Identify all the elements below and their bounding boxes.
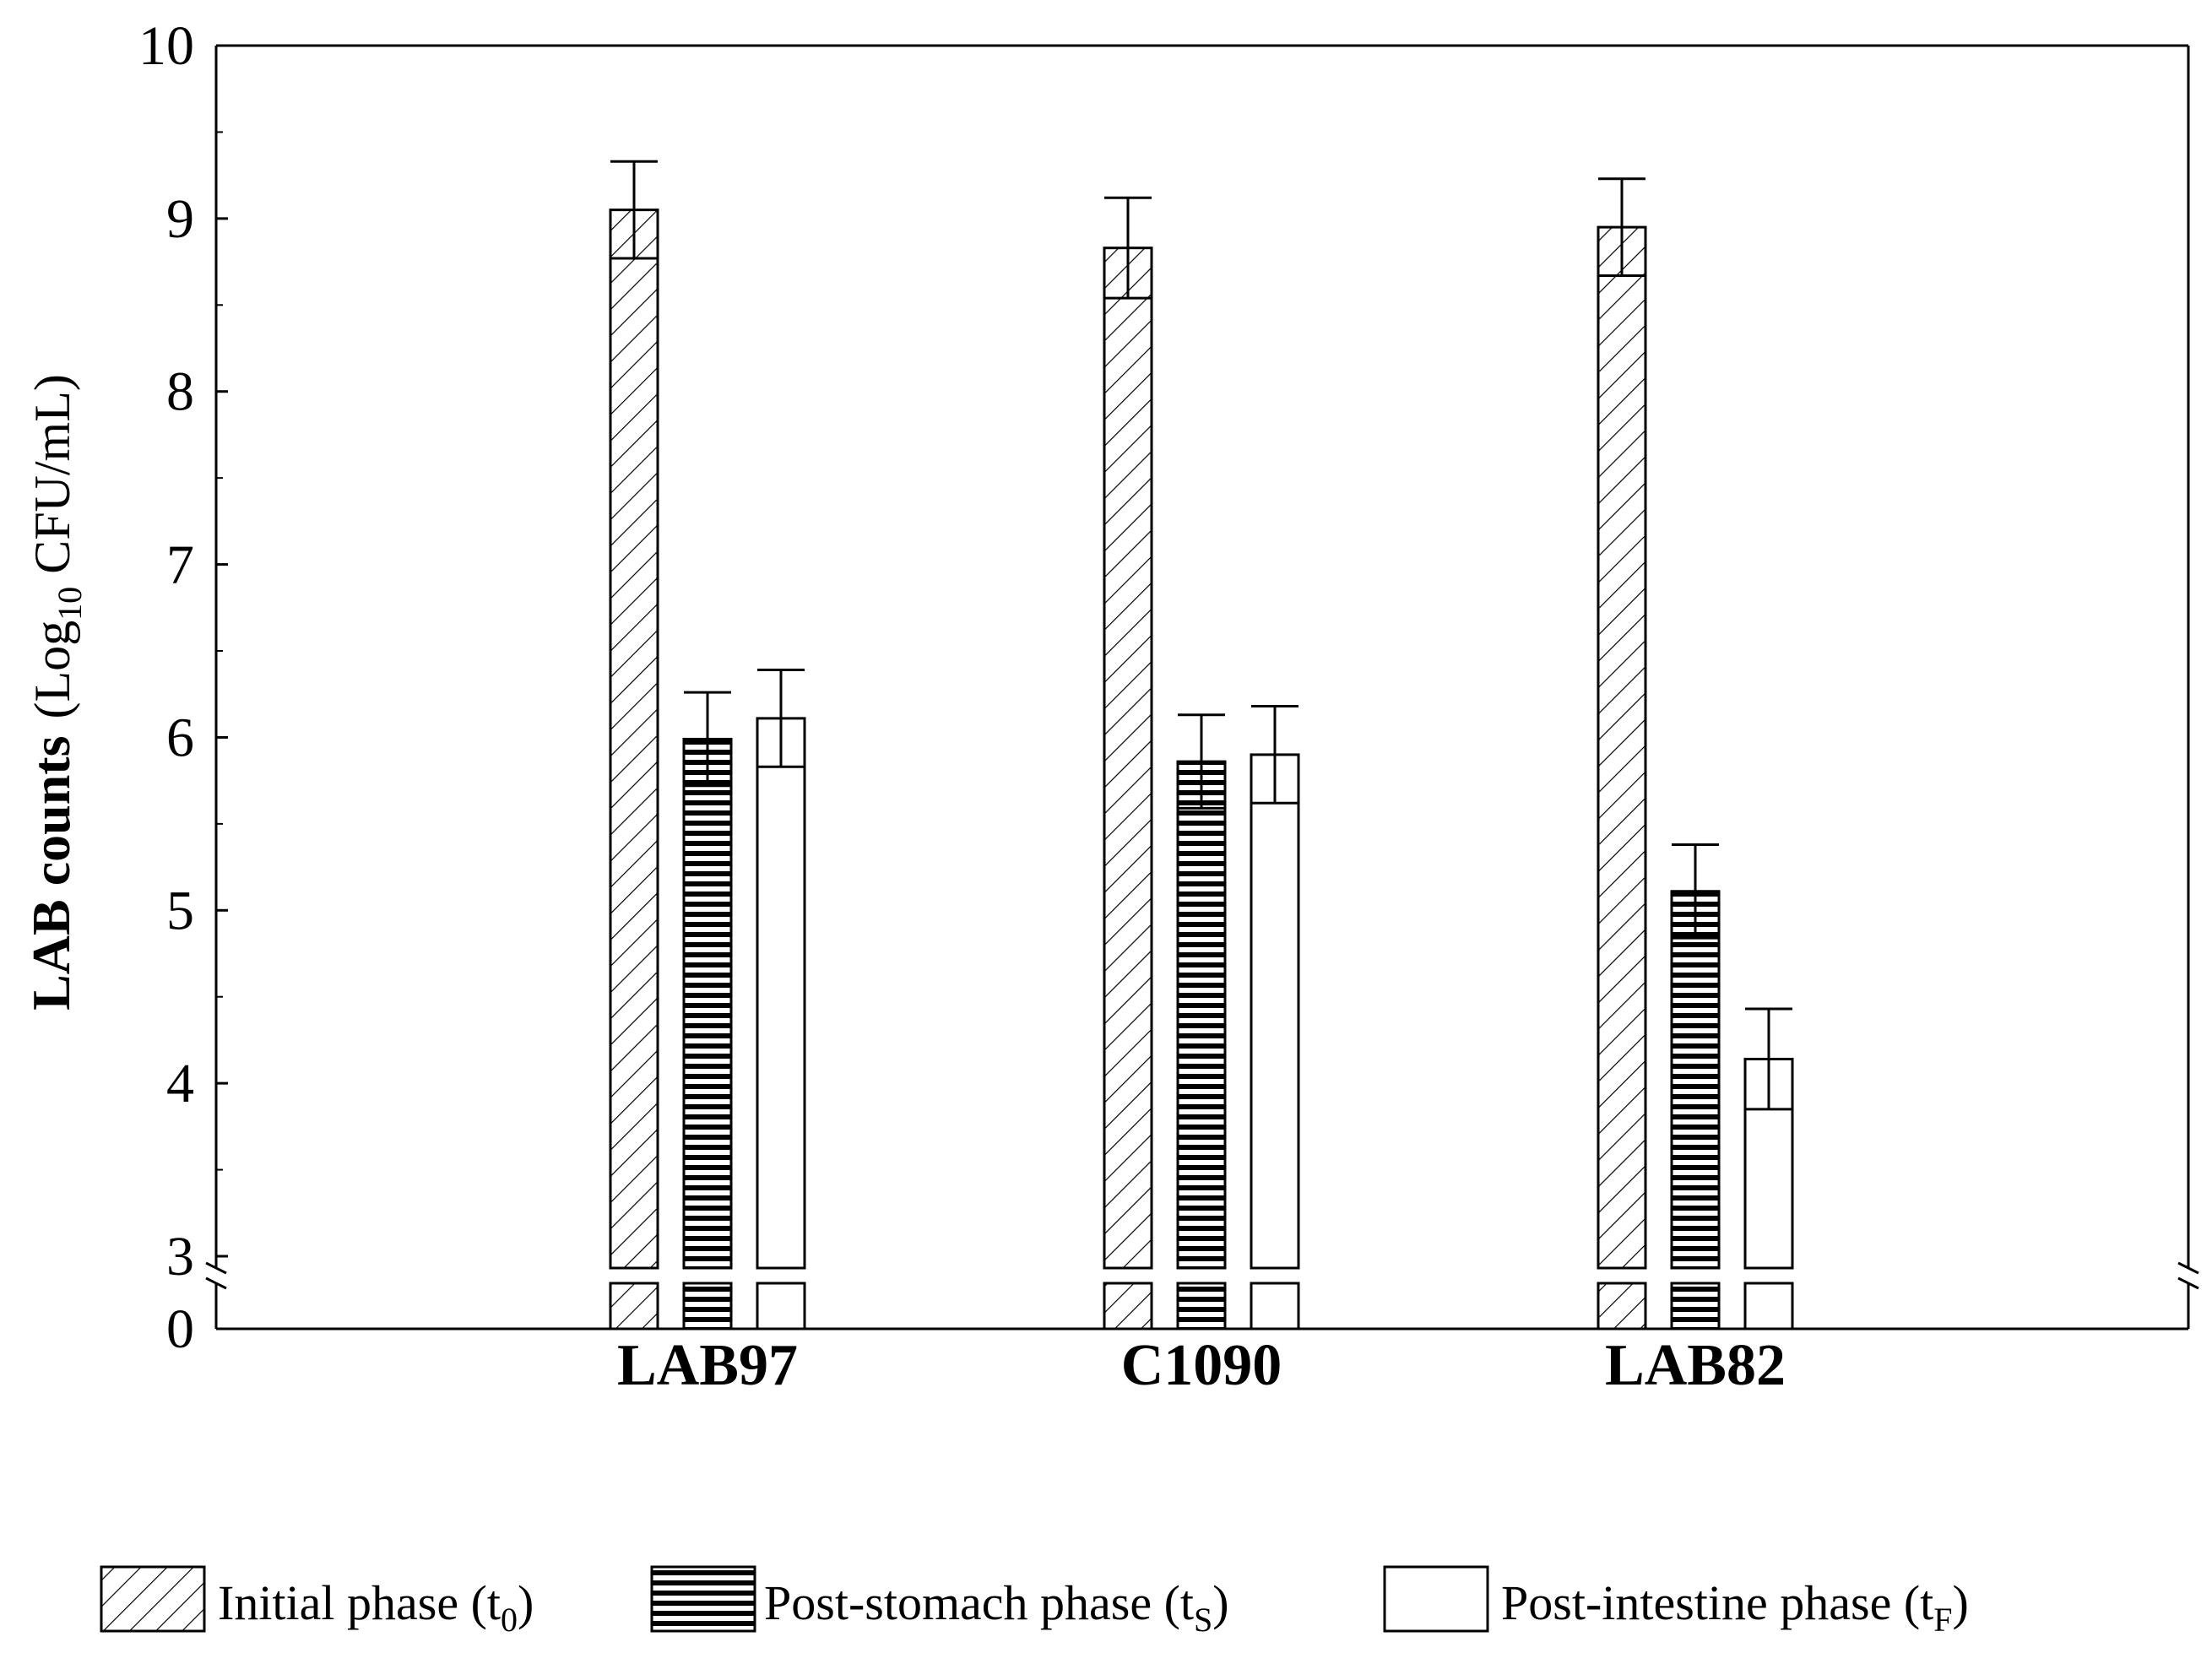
bar-LAB97-2 (756, 669, 806, 1331)
bar-lower-segment (1670, 1282, 1721, 1331)
legend-label: Post-intestine phase (tF) (1501, 1575, 1969, 1639)
bar-lower-segment (1743, 1282, 1794, 1331)
y-axis-title: LAB counts (Log10 CFU/mL) (21, 374, 89, 1011)
bar-lower-segment (756, 1282, 806, 1331)
left-break-mark-bottom (205, 1276, 227, 1290)
bar-LAB97-0 (609, 160, 659, 1331)
bar-lower-segment (1103, 1282, 1153, 1331)
legend-label: Initial phase (t0) (218, 1575, 534, 1639)
bar-upper-segment (609, 209, 659, 1270)
bar-upper-segment (1176, 760, 1227, 1270)
right-break-mark-bottom (2177, 1276, 2199, 1290)
bar-LAB82-0 (1597, 177, 1647, 1331)
legend-swatch (100, 1565, 206, 1633)
legend-swatch (650, 1565, 756, 1633)
left-break-mark-top (205, 1261, 227, 1275)
y-axis-title-sub: 10 (51, 587, 89, 621)
bar-LAB82-2 (1743, 1007, 1794, 1331)
y-tick-label-zero: 0 (166, 1298, 194, 1360)
bar-upper-segment (756, 717, 806, 1270)
y-tick-label: 8 (166, 361, 194, 423)
x-category-label: C1090 (1121, 1333, 1282, 1398)
y-axis-title-unit: CFU/mL) (24, 374, 80, 587)
y-axis-title-open: (Log (24, 621, 80, 719)
y-tick-label: 4 (166, 1053, 194, 1114)
legend-swatch (1383, 1565, 1489, 1633)
plot-frame (205, 44, 2199, 1331)
right-break-mark-top (2177, 1261, 2199, 1275)
bar-upper-segment (1743, 1057, 1794, 1270)
bar-upper-segment (1597, 225, 1647, 1270)
bar-lower-segment (1176, 1282, 1227, 1331)
bar-lower-segment (1597, 1282, 1647, 1331)
bar-lower-segment (1250, 1282, 1300, 1331)
bar-upper-segment (682, 737, 733, 1270)
x-category-label: LAB82 (1605, 1333, 1786, 1398)
y-tick-label: 10 (138, 15, 194, 77)
y-tick-label: 7 (166, 534, 194, 596)
bar-lower-segment (682, 1282, 733, 1331)
bar-lower-segment (609, 1282, 659, 1331)
y-tick-label: 3 (166, 1226, 194, 1287)
y-axis-title-main: LAB counts (21, 735, 81, 1010)
legend-item-1: Post-stomach phase (tS) (650, 1565, 1229, 1639)
bar-LAB97-1 (682, 691, 733, 1331)
bar-LAB82-1 (1670, 843, 1721, 1331)
bar-C1090-0 (1103, 196, 1153, 1331)
bar-upper-segment (1103, 247, 1153, 1270)
y-tick-label: 6 (166, 707, 194, 768)
bar-C1090-1 (1176, 713, 1227, 1331)
bar-upper-segment (1670, 890, 1721, 1270)
x-category-label: LAB97 (617, 1333, 798, 1398)
legend: Initial phase (t0) Post-stomach phase (tS… (100, 1565, 1969, 1639)
legend-item-2: Post-intestine phase (tF) (1383, 1565, 1969, 1639)
y-tick-label: 9 (166, 188, 194, 250)
legend-label: Post-stomach phase (tS) (764, 1575, 1229, 1639)
legend-item-0: Initial phase (t0) (100, 1565, 534, 1639)
bar-upper-segment (1250, 753, 1300, 1270)
y-axis: 3 4 5 6 7 8 9 10 0 (138, 15, 228, 1360)
y-tick-label: 5 (166, 880, 194, 941)
x-axis-categories: LAB97 C1090 LAB82 (617, 1333, 1786, 1398)
bar-C1090-2 (1250, 705, 1300, 1331)
bars-group (609, 160, 1794, 1331)
